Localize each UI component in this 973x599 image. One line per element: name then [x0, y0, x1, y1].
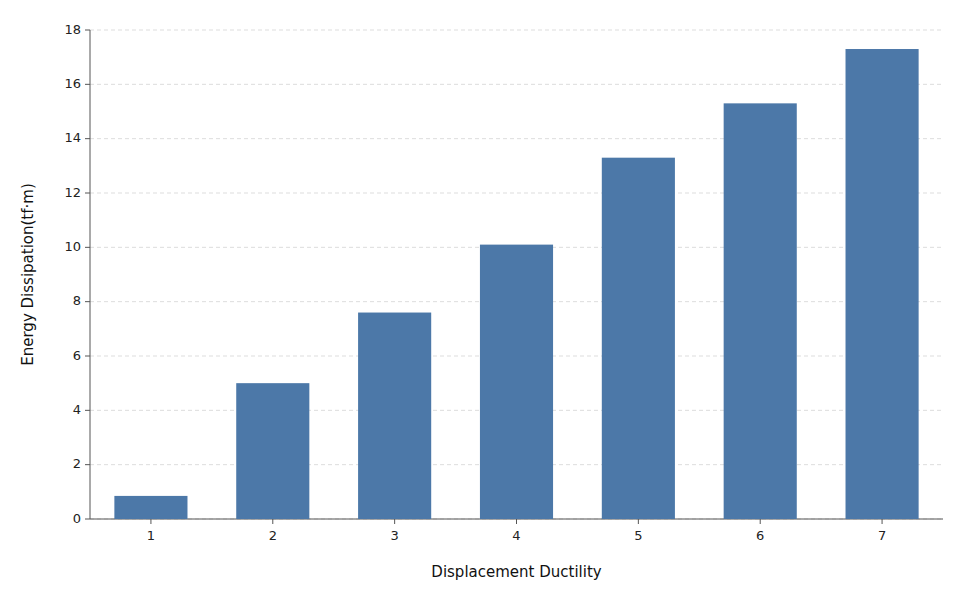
bar — [602, 158, 675, 519]
x-tick-label: 4 — [512, 528, 520, 543]
y-tick — [85, 464, 90, 465]
chart: 0246810121416181234567Displacement Ducti… — [0, 0, 973, 599]
grid-line — [90, 193, 943, 194]
y-tick-label: 8 — [73, 293, 81, 308]
y-axis-label: Energy Dissipation(tf·m) — [19, 183, 37, 366]
x-axis-label: Displacement Ductility — [431, 563, 601, 581]
bar — [114, 496, 187, 519]
grid-line — [90, 30, 943, 31]
x-tick-label: 5 — [634, 528, 642, 543]
y-tick-label: 2 — [73, 456, 81, 471]
bar — [724, 103, 797, 519]
x-tick — [150, 519, 151, 524]
y-tick-label: 4 — [73, 402, 81, 417]
y-axis-line — [90, 30, 91, 519]
axes: 0246810121416181234567 — [64, 22, 943, 544]
bar — [236, 383, 309, 519]
x-tick-label: 7 — [878, 528, 886, 543]
x-tick — [882, 519, 883, 524]
y-tick-label: 18 — [64, 22, 81, 37]
x-tick — [760, 519, 761, 524]
grid-line — [90, 138, 943, 139]
y-tick — [85, 301, 90, 302]
y-tick-label: 12 — [64, 185, 81, 200]
y-tick — [85, 30, 90, 31]
bar — [480, 245, 553, 519]
x-tick-label: 2 — [269, 528, 277, 543]
y-tick — [85, 193, 90, 194]
y-tick — [85, 356, 90, 357]
x-tick — [394, 519, 395, 524]
y-tick — [85, 410, 90, 411]
y-tick-label: 6 — [73, 348, 81, 363]
y-tick-label: 0 — [73, 511, 81, 526]
x-tick — [638, 519, 639, 524]
y-tick-label: 14 — [64, 130, 81, 145]
x-tick-label: 1 — [147, 528, 155, 543]
y-tick-label: 16 — [64, 76, 81, 91]
y-tick-label: 10 — [64, 239, 81, 254]
x-tick — [516, 519, 517, 524]
grid-line — [90, 84, 943, 85]
x-tick — [272, 519, 273, 524]
x-tick-label: 6 — [756, 528, 764, 543]
y-tick — [85, 519, 90, 520]
bar — [846, 49, 919, 519]
grid — [90, 30, 943, 519]
y-tick — [85, 84, 90, 85]
y-tick — [85, 138, 90, 139]
bars — [114, 49, 918, 519]
x-tick-label: 3 — [391, 528, 399, 543]
y-tick — [85, 247, 90, 248]
bar — [358, 313, 431, 519]
